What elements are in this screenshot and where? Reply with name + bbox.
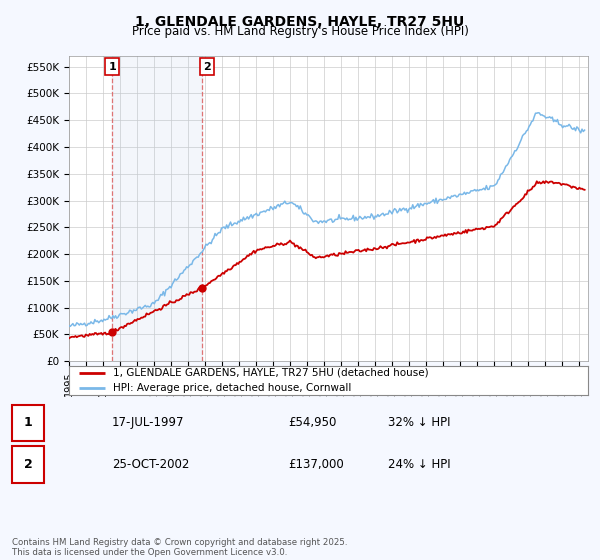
Text: £137,000: £137,000 [288, 458, 344, 471]
FancyBboxPatch shape [12, 446, 44, 483]
Text: 2: 2 [203, 62, 211, 72]
Text: Contains HM Land Registry data © Crown copyright and database right 2025.
This d: Contains HM Land Registry data © Crown c… [12, 538, 347, 557]
Text: 2: 2 [23, 458, 32, 471]
Text: Price paid vs. HM Land Registry's House Price Index (HPI): Price paid vs. HM Land Registry's House … [131, 25, 469, 38]
Text: 1, GLENDALE GARDENS, HAYLE, TR27 5HU: 1, GLENDALE GARDENS, HAYLE, TR27 5HU [136, 15, 464, 29]
Text: 1, GLENDALE GARDENS, HAYLE, TR27 5HU (detached house): 1, GLENDALE GARDENS, HAYLE, TR27 5HU (de… [113, 368, 429, 378]
Text: 1: 1 [109, 62, 116, 72]
Text: £54,950: £54,950 [288, 417, 337, 430]
Text: 17-JUL-1997: 17-JUL-1997 [112, 417, 184, 430]
Text: 1: 1 [23, 417, 32, 430]
Text: 32% ↓ HPI: 32% ↓ HPI [388, 417, 451, 430]
Bar [112, 56, 202, 361]
Text: 25-OCT-2002: 25-OCT-2002 [112, 458, 189, 471]
FancyBboxPatch shape [12, 405, 44, 441]
Text: HPI: Average price, detached house, Cornwall: HPI: Average price, detached house, Corn… [113, 382, 352, 393]
Text: 24% ↓ HPI: 24% ↓ HPI [388, 458, 451, 471]
